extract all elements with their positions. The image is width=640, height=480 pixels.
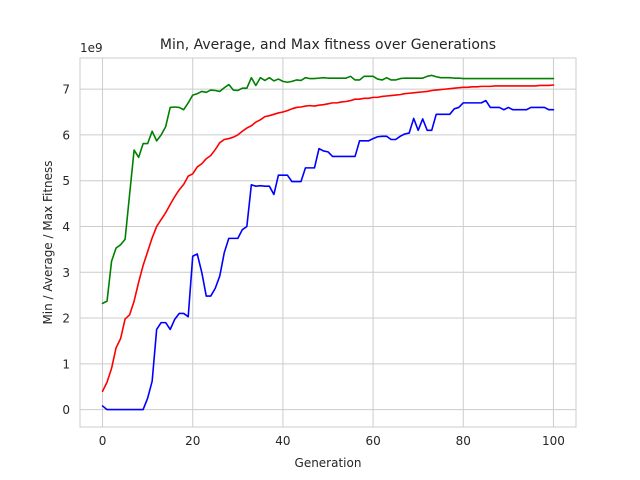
y-tick-label: 1	[62, 357, 70, 371]
x-tick-label: 80	[456, 434, 471, 448]
y-axis-label: Min / Average / Max Fitness	[41, 160, 55, 324]
x-tick-label: 60	[365, 434, 380, 448]
y-tick-label: 7	[62, 83, 70, 97]
y-tick-label: 4	[62, 220, 70, 234]
tick-labels: 0 20 40 60 80 100 0 1 2 3 4 5 6 7	[62, 83, 565, 448]
x-tick-label: 100	[542, 434, 565, 448]
y-tick-label: 0	[62, 403, 70, 417]
series-line-2	[101, 84, 555, 393]
series-line-3	[101, 99, 555, 411]
y-tick-label: 6	[62, 128, 70, 142]
series-line-1	[101, 74, 555, 305]
y-offset-text: 1e9	[80, 41, 103, 55]
chart-title: Min, Average, and Max fitness over Gener…	[160, 37, 496, 53]
x-tick-label: 0	[99, 434, 107, 448]
y-tick-label: 2	[62, 312, 70, 326]
series-layer	[101, 74, 555, 411]
y-tick-label: 5	[62, 174, 70, 188]
plot-frame	[79, 57, 577, 428]
x-tick-label: 40	[275, 434, 290, 448]
grid	[80, 58, 576, 427]
y-tick-label: 3	[62, 266, 70, 280]
x-tick-label: 20	[185, 434, 200, 448]
x-axis-label: Generation	[295, 456, 362, 470]
